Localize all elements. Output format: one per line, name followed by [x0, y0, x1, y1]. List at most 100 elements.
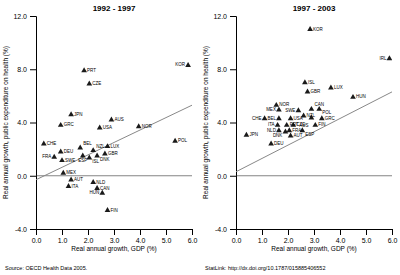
point	[328, 85, 334, 90]
point-label: FIN	[111, 208, 118, 213]
plot: 0.01.02.03.04.05.06.0-4.00.04.08.012.019…	[2, 4, 197, 253]
x-axis-title: Real annual growth, GDP (%)	[271, 245, 357, 253]
point	[77, 145, 83, 150]
point	[59, 157, 65, 162]
point	[276, 127, 282, 132]
point	[68, 176, 74, 181]
point-label: CZE	[296, 122, 305, 127]
point-label: SWE	[65, 158, 75, 163]
point-label: JPN	[74, 112, 83, 117]
point	[102, 151, 108, 156]
point-label: MEX	[266, 107, 276, 112]
y-tick-label: -4.0	[215, 226, 227, 233]
point	[296, 107, 302, 112]
plot: 0.01.02.03.04.05.06.0-4.00.04.08.012.019…	[202, 4, 397, 253]
point-label: JPN	[249, 132, 258, 137]
marks	[36, 62, 192, 212]
y-tick-mark	[30, 69, 36, 70]
y-tick: 8.0	[17, 66, 36, 73]
annotation: StatLink: http://dx.doi.org/10.1787/0158…	[205, 265, 325, 271]
point-label: PRT	[87, 68, 96, 73]
point-label: CHE	[252, 116, 262, 121]
point-label: AUT	[294, 133, 303, 138]
point-label: GBR	[311, 89, 322, 94]
point-label: USA	[294, 116, 303, 121]
trendline	[236, 92, 392, 172]
y-tick: 0.0	[217, 172, 236, 179]
point-labels: KORIRLISLGBRLUXHUNNORMEXSWECANPOLCHEBELU…	[249, 27, 386, 146]
y-tick-label: 4.0	[217, 119, 227, 126]
title: 1992 - 1997	[93, 4, 136, 13]
point	[109, 117, 115, 122]
x-tick-mark	[62, 229, 63, 235]
point	[66, 183, 72, 188]
point	[90, 179, 96, 184]
x-tick-label: 0.0	[232, 237, 242, 244]
point	[80, 152, 86, 157]
point-label: ITA	[268, 122, 275, 127]
y-tick: 0.0	[17, 172, 36, 179]
point-label: NLD	[96, 180, 106, 185]
x-tick: 0.0	[232, 229, 242, 244]
point-label: KOR	[175, 62, 186, 67]
point	[387, 55, 392, 60]
x-tick-label: 6.0	[388, 237, 398, 244]
y-tick: -4.0	[215, 226, 236, 233]
x-tick-mark	[314, 229, 315, 235]
point-label: GRC	[64, 122, 75, 127]
point-label: MEX	[66, 170, 76, 175]
panel: 0.01.02.03.04.05.06.0-4.00.04.08.012.019…	[2, 4, 197, 271]
y-axis-line	[30, 17, 37, 230]
x-tick: 5.0	[362, 229, 372, 244]
y-tick-mark	[30, 229, 36, 230]
point	[275, 122, 281, 127]
point	[185, 62, 191, 67]
y-tick: -4.0	[15, 226, 36, 233]
y-tick-mark	[230, 69, 236, 70]
point-label: CAN	[314, 102, 324, 107]
point-label: BEL	[83, 141, 92, 146]
marks	[236, 26, 392, 176]
x-tick-label: 4.0	[136, 237, 146, 244]
annotation: Source: OECD Health Data 2005.	[5, 265, 88, 271]
y-axis: -4.00.04.08.012.0	[213, 13, 236, 233]
point-label: HUN	[90, 190, 100, 195]
point	[86, 81, 92, 86]
point-labels: KORPRTCZEJPNGRCAUSUSANORPOLCHEDEUBELNZLL…	[42, 62, 187, 212]
x-tick-label: 5.0	[162, 237, 172, 244]
point-label: BEL	[267, 116, 276, 121]
point	[268, 141, 274, 146]
reference-line	[236, 175, 392, 176]
title: 1997 - 2003	[293, 4, 336, 13]
y-tick-mark	[230, 123, 236, 124]
x-axis-line	[37, 230, 193, 236]
x-tick-label: 6.0	[188, 237, 198, 244]
x-tick-label: 0.0	[32, 237, 42, 244]
point	[276, 115, 282, 120]
x-tick-mark	[262, 229, 263, 235]
point	[288, 133, 294, 138]
point-label: ESP	[305, 132, 314, 137]
point-label: FRA	[292, 128, 301, 133]
y-tick-label: 8.0	[17, 66, 27, 73]
y-tick-label: 12.0	[213, 13, 227, 20]
x-tick-label: 1.0	[258, 237, 268, 244]
point	[307, 26, 313, 31]
x-tick: 4.0	[336, 229, 346, 244]
point	[51, 154, 57, 159]
point-label: IRL	[379, 56, 387, 61]
x-tick-mark	[192, 229, 193, 235]
point-label: NLD	[267, 128, 277, 133]
y-tick-mark	[230, 229, 236, 230]
y-tick-mark	[30, 123, 36, 124]
point-label: CHE	[47, 141, 57, 146]
point-label: ITA	[72, 184, 79, 189]
y-tick-label: 0.0	[17, 172, 27, 179]
x-tick: 2.0	[84, 229, 94, 244]
point	[302, 79, 308, 84]
point-label: USA	[103, 125, 112, 130]
point-label: ESP	[78, 158, 87, 163]
y-tick-label: 12.0	[13, 13, 27, 20]
point	[90, 147, 96, 152]
point-label: POL	[322, 110, 332, 115]
